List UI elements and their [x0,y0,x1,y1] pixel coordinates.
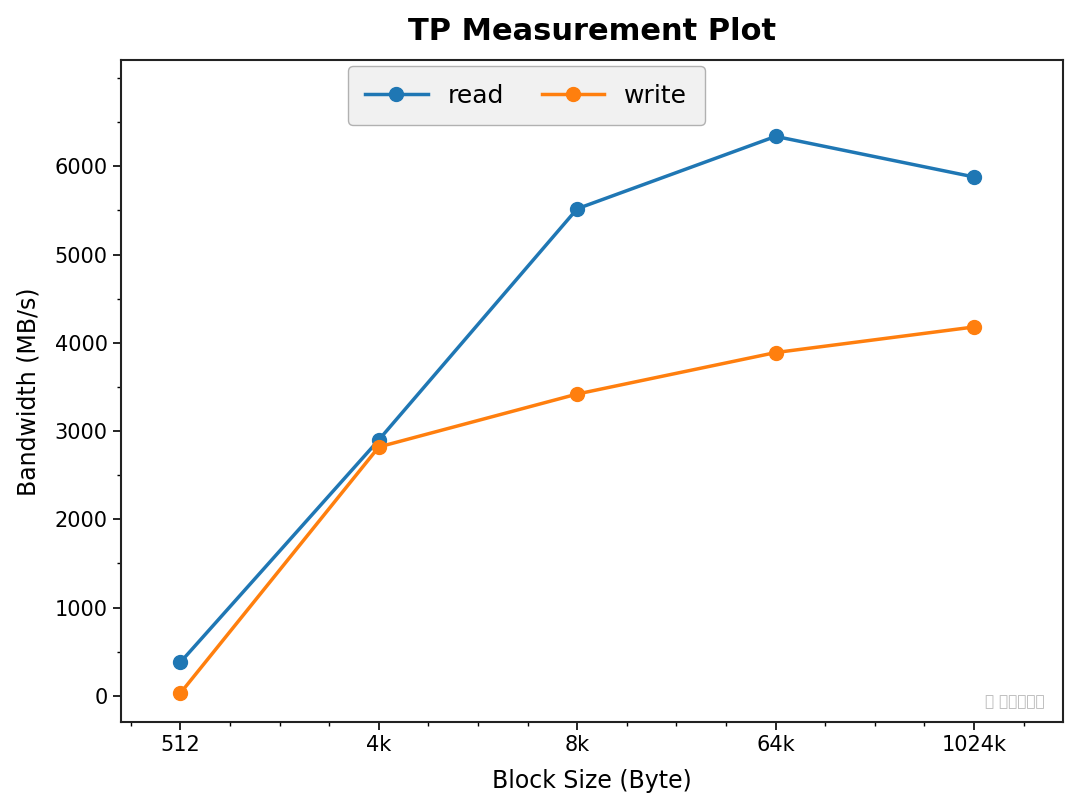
Text: 值 什么值得买: 值 什么值得买 [985,694,1044,709]
Line: write: write [174,320,981,700]
write [968,322,981,332]
Y-axis label: Bandwidth (MB/s): Bandwidth (MB/s) [16,287,41,496]
write [174,688,187,698]
X-axis label: Block Size (Byte): Block Size (Byte) [492,770,692,793]
write [570,389,583,399]
read [373,435,386,445]
Title: TP Measurement Plot: TP Measurement Plot [408,17,777,45]
write [769,347,782,357]
Line: read: read [174,130,981,669]
write [373,442,386,452]
read [769,131,782,141]
read [968,172,981,181]
read [570,204,583,214]
read [174,658,187,667]
Legend: read, write: read, write [348,66,704,126]
